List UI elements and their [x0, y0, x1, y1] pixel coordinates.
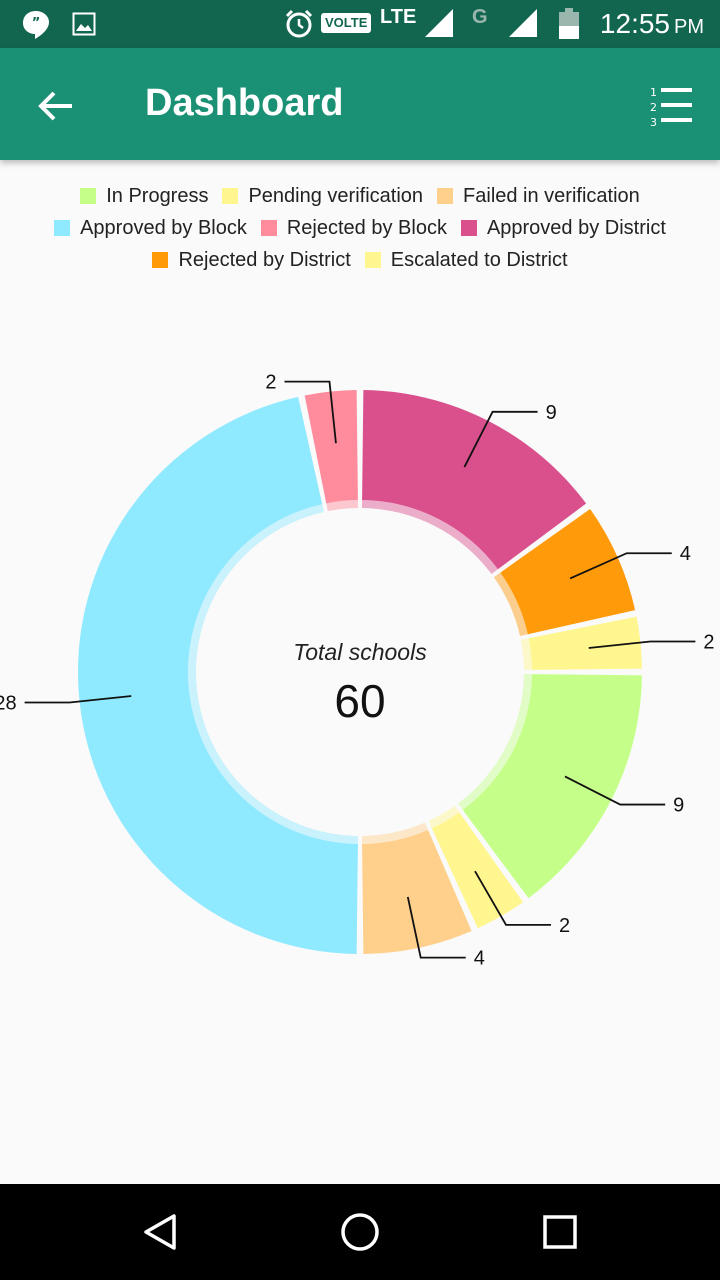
chart-value-label: 4: [474, 948, 485, 970]
chart-slice[interactable]: [78, 396, 358, 954]
hangouts-icon: ”: [23, 11, 49, 39]
chart-value-labels: 9 4 2 9 2 4 28 2: [0, 372, 715, 970]
chart-leader-line: [569, 552, 672, 580]
chart-value-label: 2: [559, 915, 570, 937]
page-title: Dashboard: [145, 82, 344, 124]
chart-leader-line: [588, 640, 696, 649]
legend-item: Approved by Block: [54, 217, 247, 240]
chart-value-label: 9: [673, 795, 684, 817]
chart-slice-inner-ring: [361, 500, 498, 575]
chart-value-label: 2: [265, 372, 276, 394]
legend-item: Pending verification: [222, 185, 423, 208]
legend-label: Approved by District: [486, 216, 666, 239]
legend-label: Rejected by Block: [286, 216, 447, 239]
recents-square-icon[interactable]: [536, 1208, 584, 1256]
chart-leader-line: [406, 896, 466, 959]
clock-time: 12:55: [599, 8, 670, 39]
legend-item: Approved by District: [460, 216, 666, 240]
clock-ampm: PM: [674, 16, 704, 38]
legend-label: Approved by Block: [80, 216, 247, 239]
chart-value-label: 4: [680, 543, 691, 565]
chart-leader-line: [564, 775, 666, 806]
chart-value-label: 9: [546, 402, 557, 424]
image-icon: [72, 12, 96, 36]
chart-leader-line: [284, 380, 337, 444]
battery-icon: [559, 8, 579, 39]
legend-swatch: [364, 252, 381, 268]
status-bar: ” VOLTE LTE G 12:55 PM: [0, 0, 720, 48]
legend-item: In Progress: [80, 185, 208, 208]
chart-value-label: 2: [703, 631, 714, 653]
app-bar: Dashboard 1 2 3: [0, 48, 720, 160]
legend-item: Escalated to District: [364, 248, 568, 272]
chart-legend: In Progress Pending verification Failed …: [0, 180, 720, 276]
center-label: Total schools: [293, 639, 427, 665]
legend-swatch: [437, 188, 454, 204]
legend-label: Rejected by District: [178, 248, 351, 271]
donut-chart: 9 4 2 9 2 4 28 2 Total schools 60: [0, 372, 715, 970]
legend-label: Failed in verification: [463, 184, 640, 207]
arrow-left-icon[interactable]: [30, 80, 82, 132]
second-network-label: G: [472, 6, 488, 28]
clock: 12:55 PM: [600, 8, 704, 40]
back-triangle-icon[interactable]: [136, 1208, 184, 1256]
chart-slice-inner-ring: [361, 822, 429, 844]
network-type-label: LTE: [380, 6, 417, 28]
chart-slice[interactable]: [431, 812, 524, 929]
chart-slice-inner-ring: [520, 638, 532, 671]
chart-slice[interactable]: [304, 390, 358, 504]
alarm-icon: [285, 9, 313, 38]
chart-slice[interactable]: [362, 390, 587, 570]
legend-swatch: [260, 220, 277, 236]
chart-leader-line: [474, 870, 551, 926]
chart-slice-inner-ring: [493, 572, 528, 636]
chart-leader-line: [24, 695, 132, 704]
chart-slice-inner-ring: [326, 500, 359, 512]
chart-slice[interactable]: [362, 829, 472, 954]
chart-slice[interactable]: [500, 508, 636, 635]
legend-label: In Progress: [106, 184, 209, 207]
svg-text:3: 3: [650, 116, 657, 129]
legend-swatch: [54, 220, 71, 236]
chart-leader-lines: [24, 380, 696, 959]
navigation-bar: [0, 1184, 720, 1280]
center-value: 60: [334, 675, 385, 727]
svg-text:”: ”: [32, 16, 41, 31]
chart-slice-inner-ring: [428, 805, 460, 829]
signal-icon-2: [509, 9, 537, 37]
legend-row: In Progress Pending verification Failed …: [0, 180, 720, 212]
legend-item: Rejected by Block: [260, 216, 447, 240]
svg-text:2: 2: [650, 101, 657, 114]
chart-slice[interactable]: [528, 616, 642, 670]
legend-label: Pending verification: [248, 184, 424, 207]
legend-item: Rejected by District: [152, 248, 351, 272]
legend-swatch: [222, 188, 239, 204]
chart-leader-line: [463, 410, 538, 468]
legend-row: Rejected by District Escalated to Distri…: [0, 244, 720, 276]
signal-icon: [425, 9, 453, 37]
legend-swatch: [152, 252, 169, 268]
svg-text:1: 1: [650, 86, 657, 99]
chart-value-label: 28: [0, 693, 17, 715]
chart-slices: [78, 390, 642, 954]
legend-swatch: [460, 220, 477, 236]
legend-item: Failed in verification: [437, 185, 640, 208]
chart-slice[interactable]: [462, 674, 642, 899]
numbered-list-icon[interactable]: 1 2 3: [646, 80, 698, 132]
chart-slice-inner-ring: [457, 673, 532, 810]
legend-swatch: [80, 188, 97, 204]
home-circle-icon[interactable]: [336, 1208, 384, 1256]
volte-badge: VOLTE: [321, 13, 372, 33]
legend-row: Approved by Block Rejected by Block Appr…: [0, 212, 720, 244]
legend-label: Escalated to District: [390, 248, 568, 271]
